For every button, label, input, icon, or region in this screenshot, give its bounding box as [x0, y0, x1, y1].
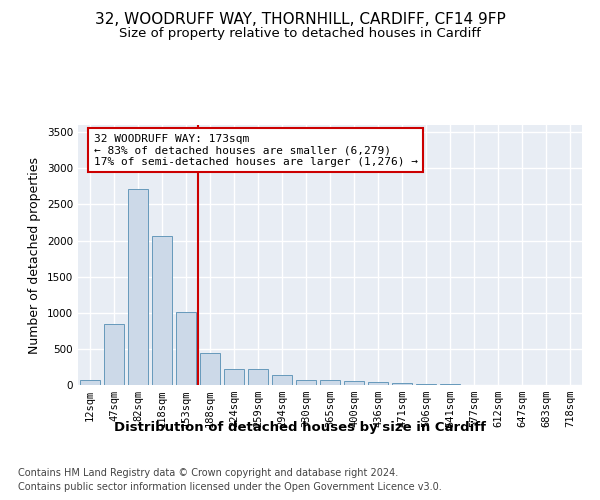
Text: 32, WOODRUFF WAY, THORNHILL, CARDIFF, CF14 9FP: 32, WOODRUFF WAY, THORNHILL, CARDIFF, CF…	[95, 12, 505, 28]
Bar	[248, 369, 268, 385]
Bar	[344, 381, 364, 385]
Text: Distribution of detached houses by size in Cardiff: Distribution of detached houses by size …	[114, 421, 486, 434]
Bar	[128, 188, 148, 385]
Bar	[104, 324, 124, 385]
Bar	[392, 383, 412, 385]
Bar	[80, 380, 100, 385]
Text: Contains HM Land Registry data © Crown copyright and database right 2024.: Contains HM Land Registry data © Crown c…	[18, 468, 398, 477]
Bar	[320, 380, 340, 385]
Bar	[440, 384, 460, 385]
Bar	[368, 382, 388, 385]
Bar	[272, 375, 292, 385]
Text: Size of property relative to detached houses in Cardiff: Size of property relative to detached ho…	[119, 28, 481, 40]
Bar	[200, 352, 220, 385]
Bar	[224, 369, 244, 385]
Bar	[152, 236, 172, 385]
Bar	[296, 380, 316, 385]
Text: Contains public sector information licensed under the Open Government Licence v3: Contains public sector information licen…	[18, 482, 442, 492]
Bar	[416, 384, 436, 385]
Bar	[176, 312, 196, 385]
Y-axis label: Number of detached properties: Number of detached properties	[28, 156, 41, 354]
Text: 32 WOODRUFF WAY: 173sqm
← 83% of detached houses are smaller (6,279)
17% of semi: 32 WOODRUFF WAY: 173sqm ← 83% of detache…	[94, 134, 418, 167]
